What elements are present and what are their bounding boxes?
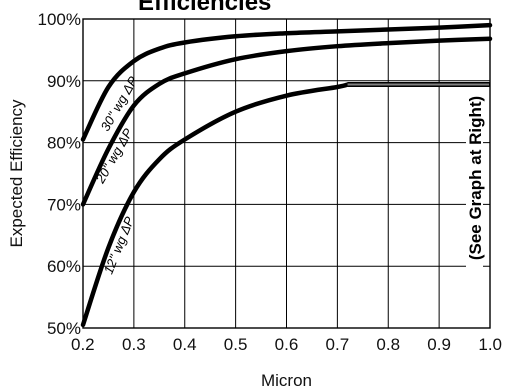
- tick-labels: 0.2 0.3 0.4 0.5 0.6 0.7 0.8 0.9 1.0 50% 60% 70% 80% 9…: [38, 10, 502, 354]
- chart-title: Efficiencies: [138, 0, 271, 16]
- y-tick-label: 90%: [47, 72, 81, 91]
- x-tick-label: 0.8: [376, 335, 400, 354]
- series-line-30-wg: [80, 22, 493, 142]
- grid: [82, 18, 491, 329]
- see-graph-annotation: (See Graph at Right): [466, 96, 485, 260]
- x-axis-title: Micron: [261, 371, 312, 390]
- plot-frame: [82, 18, 491, 329]
- x-tick-label: 0.4: [173, 335, 197, 354]
- annotation-background: [466, 88, 483, 272]
- y-tick-label: 60%: [47, 257, 81, 276]
- y-tick-label: 50%: [47, 319, 81, 338]
- y-tick-label: 70%: [47, 195, 81, 214]
- x-tick-label: 0.7: [326, 335, 350, 354]
- x-tick-label: 0.6: [275, 335, 299, 354]
- x-tick-label: 0.2: [71, 335, 95, 354]
- x-tick-label: 1.0: [478, 335, 502, 354]
- x-tick-label: 0.9: [427, 335, 451, 354]
- curve-label-12-wg: 12" wg ΔP: [101, 214, 138, 276]
- y-axis-title: Expected Efficiency: [7, 99, 26, 248]
- x-tick-label: 0.3: [122, 335, 146, 354]
- x-tick-label: 0.5: [224, 335, 248, 354]
- series-line-12-wg: [80, 82, 350, 328]
- y-tick-label: 100%: [38, 10, 81, 29]
- y-tick-label: 80%: [47, 134, 81, 153]
- series-line-20-wg: [80, 36, 493, 207]
- series-layer: [80, 22, 493, 328]
